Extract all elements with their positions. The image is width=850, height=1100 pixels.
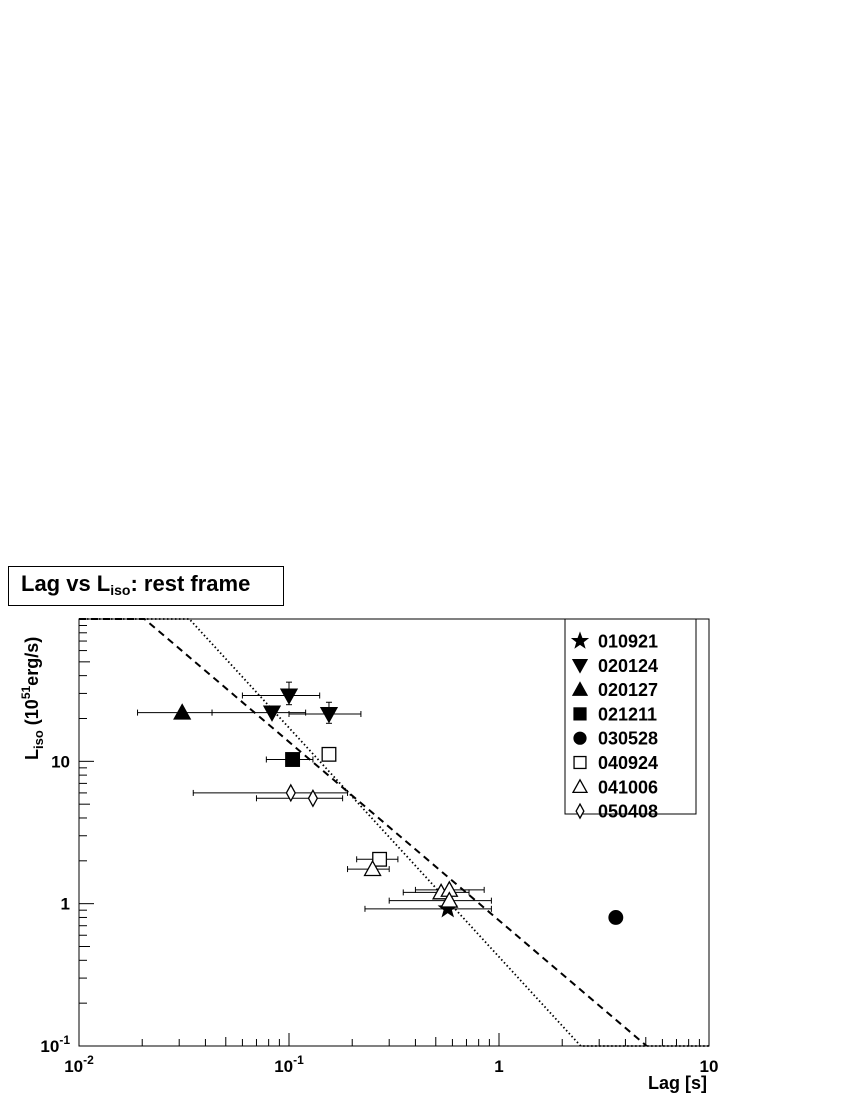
x-tick-label: 10-2 bbox=[64, 1053, 94, 1076]
legend-marker-020124 bbox=[571, 659, 589, 674]
x-tick-label: 10-1 bbox=[274, 1053, 304, 1076]
point-041006 bbox=[363, 859, 382, 877]
point-050408 bbox=[285, 783, 296, 803]
point-021211 bbox=[285, 752, 301, 767]
fit-lines bbox=[79, 618, 709, 1047]
point-041006 bbox=[440, 891, 459, 908]
legend-label-020127: 020127 bbox=[598, 680, 658, 700]
legend-label-050408: 050408 bbox=[598, 802, 658, 822]
legend-label-041006: 041006 bbox=[598, 777, 658, 797]
y-axis-label-unit-close: erg/s) bbox=[22, 637, 42, 686]
legend-label-021211: 021211 bbox=[598, 704, 657, 724]
legend-label-030528: 030528 bbox=[598, 729, 658, 749]
chart-title: Lag vs Liso: rest frame bbox=[8, 566, 284, 606]
y-axis-label-sub: iso bbox=[31, 730, 46, 749]
legend-label-020124: 020124 bbox=[598, 656, 658, 676]
x-axis-label: Lag [s] bbox=[648, 1073, 707, 1093]
y-tick-label: 10 bbox=[51, 752, 70, 771]
point-020127 bbox=[173, 703, 192, 720]
chart-title-suffix: : rest frame bbox=[130, 571, 251, 596]
point-020124 bbox=[319, 706, 339, 724]
legend: 010921 020124 020127 021211 030528 040924 0410… bbox=[564, 618, 697, 822]
point-020124 bbox=[279, 688, 299, 705]
axis-ticks bbox=[78, 625, 710, 1047]
legend-label-010921: 010921 bbox=[598, 632, 658, 652]
y-axis-label: Liso (1051erg/s) bbox=[19, 637, 46, 760]
data-points bbox=[173, 688, 624, 925]
plot-frame bbox=[78, 618, 710, 1047]
point-030528 bbox=[608, 910, 624, 925]
legend-marker-030528 bbox=[573, 731, 587, 745]
legend-marker-020127 bbox=[571, 681, 589, 696]
y-tick-label: 10-1 bbox=[40, 1033, 70, 1056]
legend-marker-021211 bbox=[573, 707, 587, 721]
legend-marker-050408 bbox=[575, 802, 585, 820]
point-040924 bbox=[321, 746, 337, 762]
chart-title-prefix: Lag vs L bbox=[21, 571, 111, 596]
y-axis-label-unit-sup: 51 bbox=[19, 685, 33, 699]
point-020124 bbox=[262, 705, 282, 722]
legend-marker-010921 bbox=[570, 631, 590, 649]
y-axis-label-main: L bbox=[22, 749, 42, 760]
legend-box bbox=[564, 618, 697, 815]
fit-line-dashed bbox=[79, 618, 648, 1047]
legend-marker-040924 bbox=[573, 755, 587, 770]
chart-title-sub: iso bbox=[110, 582, 131, 598]
point-040924 bbox=[372, 851, 388, 867]
y-tick-label: 1 bbox=[61, 895, 70, 914]
point-050408 bbox=[307, 788, 319, 808]
x-tick-label: 10 bbox=[700, 1057, 719, 1076]
x-tick-label: 1 bbox=[494, 1057, 503, 1076]
legend-label-040924: 040924 bbox=[598, 753, 658, 773]
y-axis-label-unit-open: (10 bbox=[22, 699, 42, 730]
legend-marker-041006 bbox=[571, 778, 589, 794]
